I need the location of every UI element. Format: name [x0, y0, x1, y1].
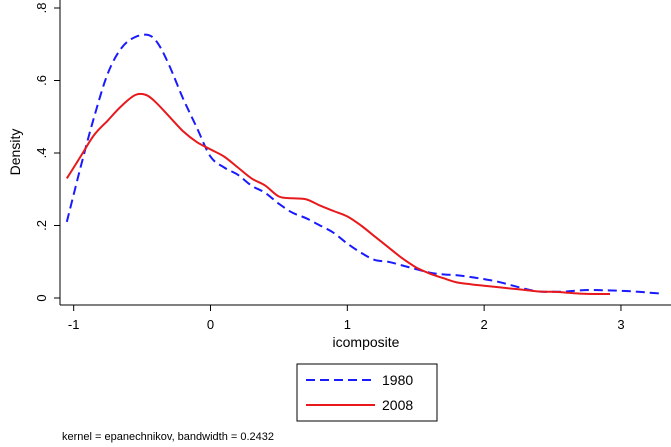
- x-axis-title: icomposite: [333, 334, 400, 350]
- plot-area: [60, 0, 671, 305]
- legend-label-2008: 2008: [382, 397, 413, 413]
- y-tick-label: 0: [34, 294, 49, 301]
- x-tick-label: 1: [344, 317, 351, 332]
- y-axis-title: Density: [7, 129, 23, 176]
- x-tick-label: 3: [617, 317, 624, 332]
- y-ticks: 0 .2 .4 .6 .8: [34, 3, 60, 302]
- y-tick-label: .8: [34, 3, 49, 14]
- y-tick-label: .6: [34, 75, 49, 86]
- x-tick-label: 0: [207, 317, 214, 332]
- legend-label-1980: 1980: [382, 372, 413, 388]
- legend: 1980 2008: [296, 363, 438, 422]
- kernel-note: kernel = epanechnikov, bandwidth = 0.243…: [62, 431, 274, 443]
- x-ticks: -1 0 1 2 3: [68, 305, 625, 332]
- y-tick-label: .2: [34, 220, 49, 231]
- y-tick-label: .4: [34, 148, 49, 159]
- x-tick-label: -1: [68, 317, 80, 332]
- series-line-2008: [65, 92, 611, 296]
- x-tick-label: 2: [481, 317, 488, 332]
- series-layer: [65, 33, 663, 296]
- legend-box: [296, 363, 438, 422]
